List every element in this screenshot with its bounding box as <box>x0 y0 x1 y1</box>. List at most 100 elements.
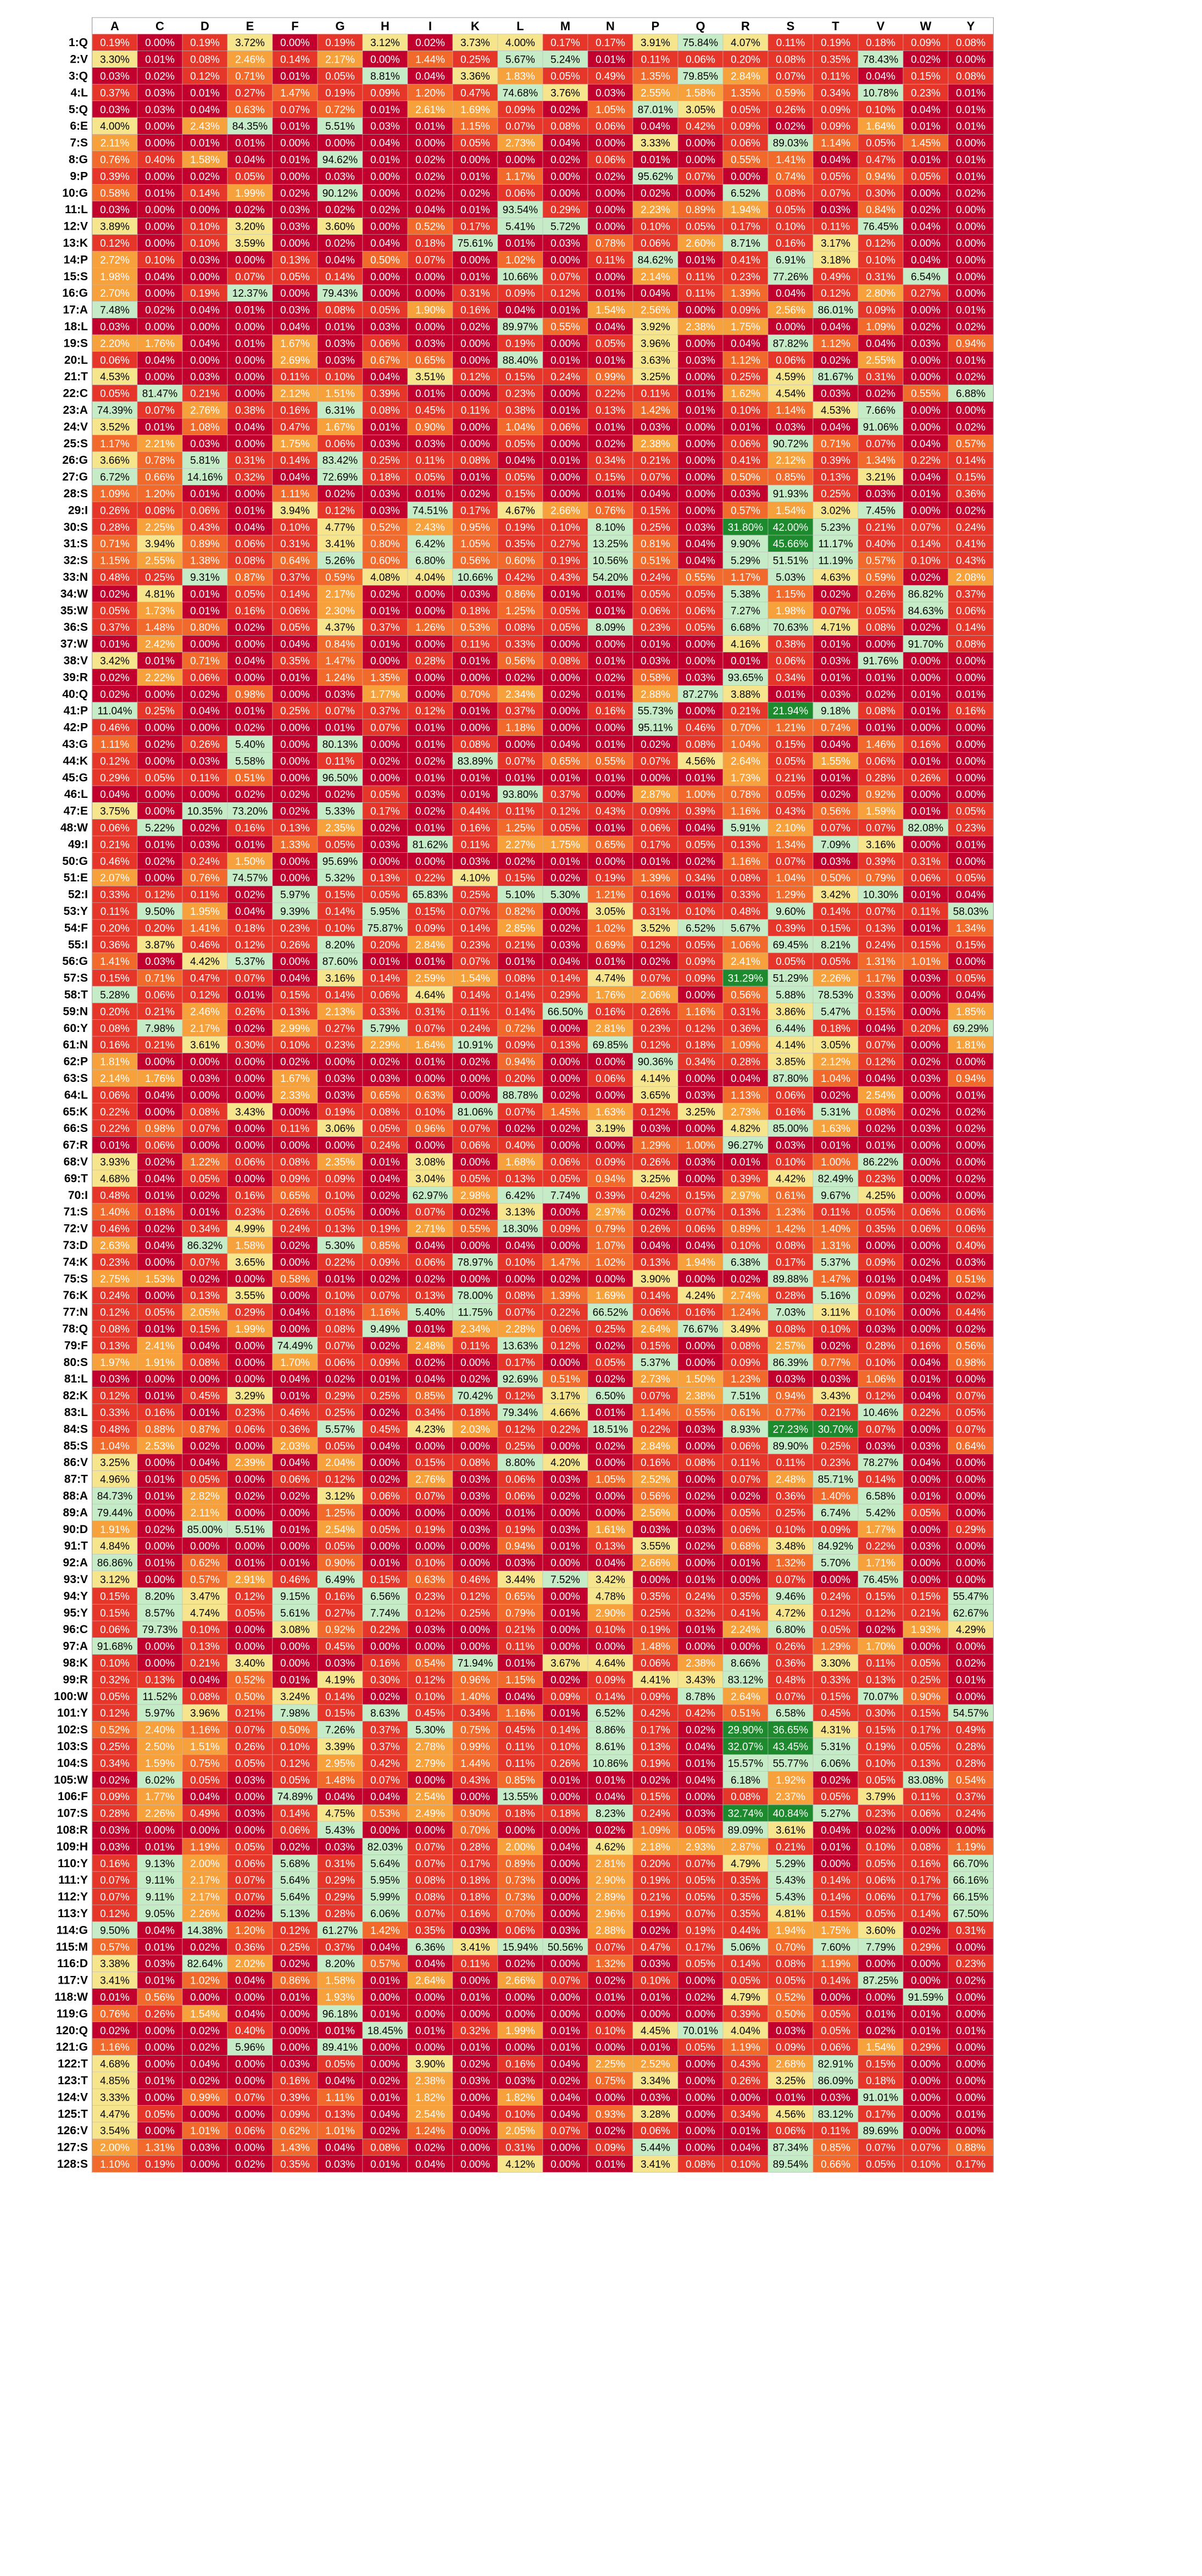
heatmap-cell: 0.00% <box>587 201 633 218</box>
heatmap-cell-value: 0.72% <box>505 1023 535 1035</box>
heatmap-cell: 0.03% <box>903 969 949 987</box>
heatmap-cell: 1.25% <box>497 602 543 619</box>
row-label: 23:A <box>63 404 88 417</box>
heatmap-cell: 2.54% <box>858 1086 904 1103</box>
heatmap-cell: 7.45% <box>858 501 904 519</box>
heatmap-cell-value: 2.99% <box>280 1023 310 1035</box>
heatmap-cell: 0.31% <box>407 1002 453 1020</box>
row-label: 62:P <box>64 1056 88 1068</box>
heatmap-cell: 0.26% <box>632 1220 678 1237</box>
heatmap-cell: 76.45% <box>858 218 904 235</box>
heatmap-cell-value: 0.01% <box>460 472 490 484</box>
heatmap-cell-value: 92.69% <box>503 1374 538 1385</box>
heatmap-cell: 0.04% <box>182 101 228 118</box>
heatmap-cell-value: 0.08% <box>866 622 895 634</box>
heatmap-cell-value: 0.65% <box>280 1190 310 1202</box>
heatmap-cell-value: 0.02% <box>911 622 941 634</box>
heatmap-cell: 0.64% <box>272 552 318 569</box>
row-label: 5:Q <box>69 103 88 116</box>
heatmap-cell: 6.72% <box>92 468 138 486</box>
heatmap-cell: 0.02% <box>92 585 138 602</box>
heatmap-cell: 0.72% <box>497 1019 543 1037</box>
heatmap-cell-value: 0.05% <box>911 171 941 182</box>
heatmap-cell: 66.52% <box>587 1303 633 1321</box>
heatmap-cell-value: 0.00% <box>460 1240 490 1252</box>
heatmap-cell: 0.40% <box>858 535 904 552</box>
heatmap-cell-value: 0.03% <box>415 338 445 349</box>
heatmap-cell: 0.00% <box>948 251 994 268</box>
heatmap-cell-value: 0.56% <box>821 806 850 818</box>
heatmap-cell-value: 0.59% <box>325 572 355 584</box>
heatmap-cell-value: 0.04% <box>190 305 220 317</box>
row-label: 3:Q <box>69 70 88 82</box>
heatmap-cell-value: 0.86% <box>505 589 535 600</box>
heatmap-cell: 0.05% <box>227 585 273 602</box>
heatmap-cell-value: 78.43% <box>863 54 899 66</box>
heatmap-cell-value: 5.79% <box>370 1023 400 1035</box>
heatmap-cell: 0.02% <box>542 1119 588 1137</box>
heatmap-cell: 0.07% <box>813 819 859 836</box>
heatmap-cell-value: 0.09% <box>370 1257 400 1268</box>
heatmap-cell-value: 0.07% <box>550 271 580 283</box>
heatmap-cell-value: 0.00% <box>911 1307 941 1319</box>
heatmap-cell: 1.76% <box>137 334 183 352</box>
heatmap-cell-value: 1.94% <box>731 204 760 216</box>
heatmap-cell-value: 0.12% <box>550 806 580 818</box>
heatmap-cell-value: 86.01% <box>818 305 854 317</box>
heatmap-cell: 0.00% <box>182 318 228 335</box>
heatmap-cell: 2.70% <box>92 284 138 302</box>
heatmap-cell: 0.06% <box>362 986 408 1003</box>
heatmap-cell-value: 0.06% <box>325 438 355 450</box>
heatmap-cell-value: 0.08% <box>190 1107 220 1118</box>
heatmap-cell-value: 31.29% <box>728 973 764 985</box>
heatmap-cell: 0.02% <box>813 785 859 803</box>
heatmap-cell-value: 0.09% <box>370 87 400 99</box>
heatmap-cell: 91.06% <box>858 418 904 435</box>
heatmap-cell-value: 0.04% <box>911 221 941 233</box>
heatmap-cell: 0.23% <box>497 385 543 402</box>
heatmap-cell-value: 1.16% <box>686 1006 715 1018</box>
heatmap-cell: 0.22% <box>317 1253 363 1270</box>
heatmap-cell: 0.00% <box>227 368 273 385</box>
heatmap-cell: 0.25% <box>452 886 498 903</box>
heatmap-cell: 0.25% <box>587 1320 633 1337</box>
heatmap-cell-value: 0.76% <box>190 873 220 884</box>
heatmap-cell: 0.07% <box>452 902 498 920</box>
heatmap-cell-value: 0.08% <box>776 54 805 66</box>
heatmap-cell: 0.04% <box>858 1069 904 1087</box>
heatmap-cell-value: 0.03% <box>145 87 175 99</box>
heatmap-cell-fill <box>227 34 273 51</box>
heatmap-cell-value: 0.03% <box>280 305 310 317</box>
heatmap-cell: 0.10% <box>858 1353 904 1371</box>
heatmap-cell-fill <box>182 234 228 252</box>
heatmap-cell: 9.18% <box>813 702 859 719</box>
heatmap-cell: 0.21% <box>767 769 814 786</box>
heatmap-cell-value: 0.01% <box>235 305 265 317</box>
heatmap-cell: 0.03% <box>767 1136 814 1154</box>
heatmap-cell: 0.19% <box>587 869 633 886</box>
heatmap-cell-value: 0.24% <box>460 1023 490 1035</box>
heatmap-cell: 3.94% <box>272 501 318 519</box>
heatmap-cell: 0.07% <box>317 702 363 719</box>
heatmap-cell: 0.06% <box>587 151 633 168</box>
heatmap-cell: 0.28% <box>767 1286 814 1304</box>
heatmap-cell: 1.34% <box>767 835 814 853</box>
heatmap-cell-fill <box>948 151 994 168</box>
heatmap-cell: 0.27% <box>903 284 949 302</box>
heatmap-cell: 1.50% <box>227 852 273 870</box>
heatmap-cell: 0.19% <box>497 334 543 352</box>
heatmap-cell-value: 0.13% <box>100 1340 130 1352</box>
heatmap-cell-value: 1.11% <box>281 488 310 500</box>
heatmap-cell-value: 0.02% <box>460 321 490 333</box>
heatmap-cell-value: 0.10% <box>415 1107 445 1118</box>
heatmap-cell-value: 0.12% <box>866 1057 895 1068</box>
heatmap-cell-value: 0.00% <box>686 154 715 166</box>
heatmap-cell-value: 0.56% <box>505 656 535 667</box>
heatmap-cell: 0.03% <box>677 1153 724 1170</box>
heatmap-cell: 0.00% <box>137 318 183 335</box>
heatmap-cell-value: 0.12% <box>550 288 580 299</box>
heatmap-cell-value: 0.94% <box>505 1057 535 1068</box>
heatmap-cell: 0.01% <box>362 418 408 435</box>
heatmap-cell-value: 0.19% <box>821 37 850 49</box>
heatmap-cell: 0.12% <box>813 284 859 302</box>
